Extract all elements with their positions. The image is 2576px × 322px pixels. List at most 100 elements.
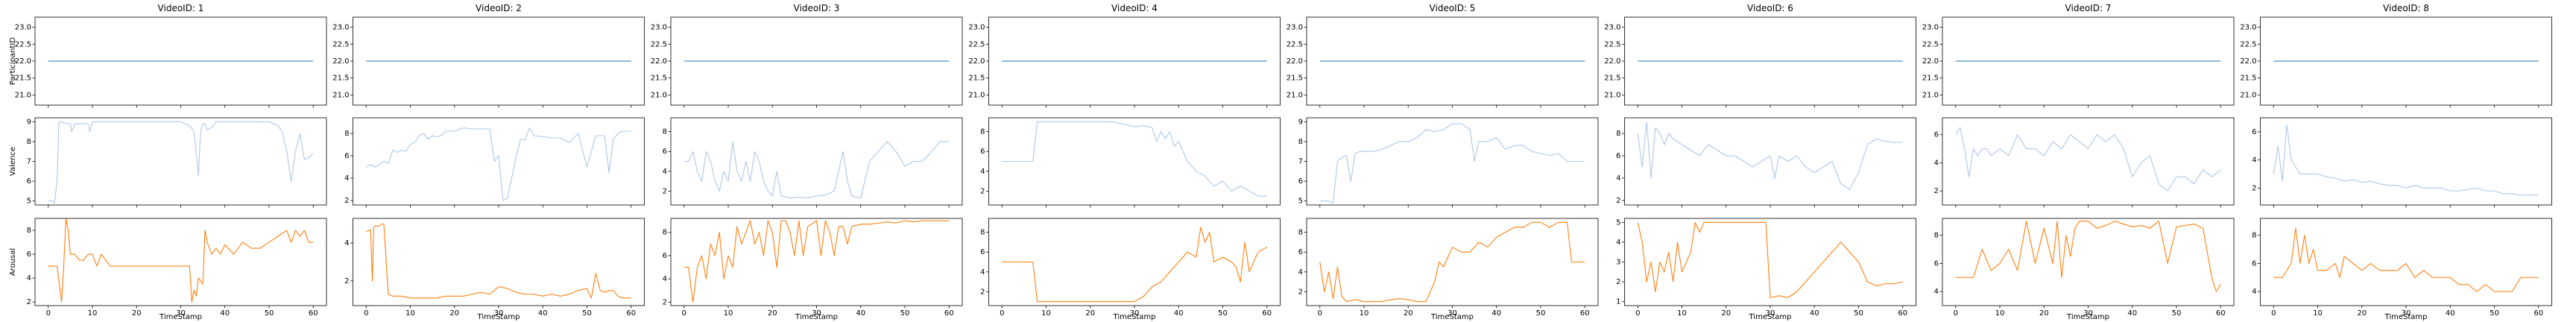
y-tick-label: 21.0	[1287, 91, 1303, 99]
y-tick-label: 6	[663, 252, 667, 260]
y-tick-label: 1	[1616, 298, 1620, 306]
x-tick-label: 40	[2446, 309, 2455, 318]
x-tick-label: 0	[2271, 309, 2276, 318]
x-tick-label: 10	[88, 309, 98, 318]
x-tick-label: 10	[1360, 309, 1369, 318]
series-line-arousal	[1637, 221, 1903, 298]
x-axis-label: TimeStamp	[795, 313, 838, 321]
x-tick-label: 0	[46, 309, 51, 318]
y-tick-label: 7	[27, 158, 31, 166]
y-tick-label: 4	[980, 268, 985, 277]
y-tick-label: 21.0	[651, 91, 667, 99]
y-tick-label: 2	[663, 187, 667, 195]
y-tick-label: 21.5	[1287, 75, 1303, 83]
y-tick-label: 3	[1616, 259, 1620, 267]
x-axis-label: TimeStamp	[1113, 313, 1156, 321]
x-axis-label: TimeStamp	[2066, 313, 2109, 321]
x-tick-label: 50	[582, 309, 592, 318]
y-tick-label: 4	[1934, 159, 1939, 167]
panel-participant: 21.0 21.5 22.0 22.5 23.0	[332, 16, 645, 108]
x-tick-label: 30	[812, 309, 821, 318]
y-tick-label: 23.0	[15, 24, 31, 32]
y-tick-label: 2	[1934, 187, 1939, 195]
y-tick-label: 22.0	[15, 57, 31, 66]
y-tick-label: 21.0	[968, 91, 985, 99]
x-tick-label: 20	[768, 309, 777, 318]
x-tick-label: 20	[132, 309, 142, 318]
y-tick-label: 7	[1298, 158, 1303, 166]
series-line-valence	[48, 121, 314, 203]
x-axis-label: TimeStamp	[477, 313, 520, 321]
y-tick-label: 2	[1298, 288, 1303, 296]
series-line-valence	[366, 127, 631, 201]
y-tick-label: 22.0	[968, 57, 985, 66]
y-tick-label: 22.5	[15, 40, 31, 48]
x-axis-label: TimeStamp	[1749, 313, 1792, 321]
panel-frame	[2260, 117, 2552, 206]
series-line-valence	[1002, 121, 1267, 197]
y-tick-label: 22.0	[651, 57, 667, 66]
y-tick-label: 4	[663, 168, 667, 176]
x-tick-label: 50	[1218, 309, 1228, 318]
y-tick-label: 8	[27, 138, 31, 146]
x-tick-label: 40	[2127, 309, 2137, 318]
x-tick-label: 50	[265, 309, 274, 318]
x-tick-label: 20	[1721, 309, 1731, 318]
y-tick-label: 2	[980, 288, 985, 296]
column-title: VideoID: 3	[794, 3, 840, 13]
panel-valence: 2 4 6 8	[980, 117, 1281, 208]
x-tick-label: 10	[405, 309, 415, 318]
y-tick-label: 22.0	[2240, 57, 2256, 66]
panel-valence: 5 6 7 8 9	[27, 117, 327, 208]
x-tick-label: 20	[449, 309, 459, 318]
column-title: VideoID: 6	[1747, 3, 1793, 13]
x-tick-label: 40	[538, 309, 548, 318]
column-title: VideoID: 8	[2383, 3, 2429, 13]
panel-participant: 21.0 21.5 22.0 22.5 23.0	[2240, 16, 2552, 108]
y-tick-label: 4	[344, 239, 349, 247]
y-tick-label: 22.5	[1287, 40, 1303, 48]
x-tick-label: 40	[856, 309, 865, 318]
y-tick-label: 4	[980, 168, 985, 176]
x-tick-label: 0	[682, 309, 686, 318]
y-tick-label: 6	[663, 148, 667, 156]
series-line-arousal	[1002, 227, 1267, 303]
panel-arousal: 2 4 6 8 0 10 20 30 40 50 60	[663, 218, 963, 318]
y-tick-label: 4	[344, 174, 349, 183]
y-tick-label: 4	[1934, 288, 1939, 296]
panel-valence: 5 6 7 8 9	[1298, 117, 1599, 208]
y-tick-label: 6	[1934, 259, 1939, 268]
y-tick-label: 2	[344, 197, 349, 205]
x-tick-label: 50	[2490, 309, 2499, 318]
panel-frame	[1942, 117, 2235, 206]
panel-frame	[670, 218, 963, 306]
y-tick-label: 6	[27, 177, 31, 186]
x-tick-label: 20	[1404, 309, 1413, 318]
series-line-arousal	[1319, 221, 1585, 303]
y-tick-label: 22.5	[651, 40, 667, 48]
series-line-valence	[1637, 121, 1903, 190]
y-tick-label: 6	[1298, 177, 1303, 186]
x-tick-label: 10	[724, 309, 733, 318]
y-tick-label: 21.5	[332, 75, 349, 83]
y-tick-label: 21.5	[651, 75, 667, 83]
panel-participant: 21.0 21.5 22.0 22.5 23.0	[15, 16, 327, 108]
y-tick-label: 23.0	[2240, 24, 2256, 32]
column-title: VideoID: 7	[2065, 3, 2112, 13]
panel-valence: 2 4 6	[1934, 117, 2235, 208]
x-tick-label: 50	[900, 309, 910, 318]
panel-participant: 21.0 21.5 22.0 22.5 23.0	[651, 16, 963, 108]
y-tick-label: 8	[27, 227, 31, 235]
y-tick-label: 6	[27, 250, 31, 259]
y-tick-label: 6	[1934, 131, 1939, 139]
x-tick-label: 60	[2216, 309, 2226, 318]
panel-participant: 21.0 21.5 22.0 22.5 23.0	[1922, 16, 2235, 108]
panel-frame	[1306, 218, 1599, 306]
series-line-arousal	[684, 220, 950, 303]
x-tick-label: 50	[1536, 309, 1546, 318]
y-tick-label: 4	[2252, 288, 2256, 296]
y-tick-label: 2	[1616, 197, 1620, 205]
y-tick-label: 8	[1298, 229, 1303, 237]
